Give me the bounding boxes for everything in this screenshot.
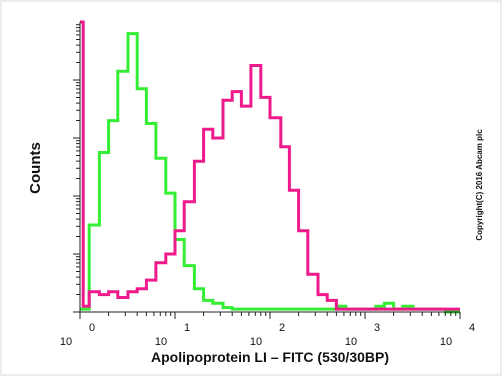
series-0-line [80, 32, 460, 314]
x-tick-label-base: 10 [155, 336, 167, 348]
y-axis-label: Counts [27, 142, 44, 194]
plot-area [80, 20, 460, 314]
x-axis-label: Apolipoprotein LI – FITC (530/30BP) [151, 349, 389, 365]
x-tick-label-base: 10 [250, 336, 262, 348]
x-tick-label-base: 10 [440, 336, 452, 348]
axes: Counts Apolipoprotein LI – FITC (530/30B… [27, 22, 484, 365]
x-tick-label-exponent: 0 [89, 322, 95, 334]
series-1-line [80, 20, 460, 311]
copyright-annotation: Copyright(C) 2016 Abcam plc [475, 129, 484, 241]
x-tick-label-base: 10 [60, 336, 72, 348]
x-tick-label-base: 10 [345, 336, 357, 348]
x-tick-label-exponent: 2 [279, 322, 285, 334]
x-tick-label-exponent: 4 [469, 322, 475, 334]
x-tick-label-exponent: 3 [374, 322, 380, 334]
x-tick-label-exponent: 1 [184, 322, 190, 334]
